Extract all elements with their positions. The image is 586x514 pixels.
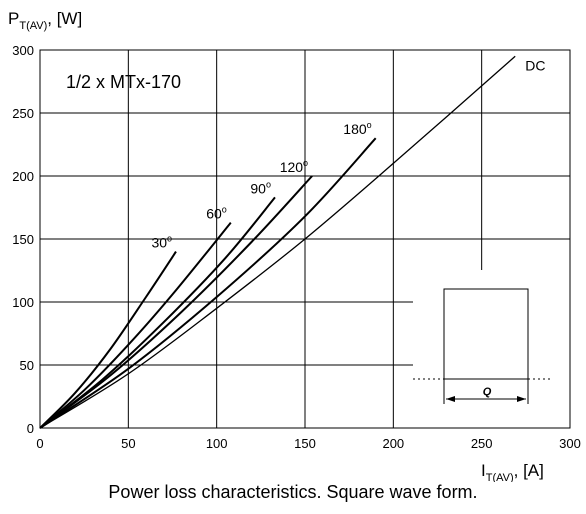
curve-180 xyxy=(39,137,377,429)
curve-label-degree: o xyxy=(266,179,271,189)
figure-caption: Power loss characteristics. Square wave … xyxy=(108,482,478,502)
inset-background xyxy=(413,270,570,428)
tick-labels: 0 50 100 150 200 250 300 0 50 100 150 200 250 300 xyxy=(12,43,581,451)
x-tick-label: 50 xyxy=(121,436,135,451)
curve-60 xyxy=(39,221,232,429)
x-tick-label: 200 xyxy=(382,436,404,451)
x-axis-label: IT(AV), [A] xyxy=(481,461,544,482)
curve-dc xyxy=(39,55,516,429)
y-tick-label: 50 xyxy=(20,358,34,373)
x-tick-label: 300 xyxy=(559,436,581,451)
curve-label-60: 60o xyxy=(206,205,227,222)
curve-label-degree: o xyxy=(222,205,227,215)
x-tick-label: 250 xyxy=(471,436,493,451)
curve-label-value: 90 xyxy=(250,180,266,196)
inset-arrow-left xyxy=(446,396,455,402)
curve-label-degree: o xyxy=(367,120,372,130)
x-tick-label: 0 xyxy=(36,436,43,451)
x-axis-label-unit: , [A] xyxy=(514,461,544,480)
curve-label-120: 120o xyxy=(280,158,308,175)
y-axis-label-sub: T(AV) xyxy=(19,20,47,32)
inset-pulse xyxy=(443,288,529,380)
y-tick-label: 150 xyxy=(12,232,34,247)
curve-label-value: 120 xyxy=(280,159,304,175)
y-tick-label: 0 xyxy=(27,421,34,436)
model-annotation: 1/2 x MTx-170 xyxy=(66,72,181,92)
x-tick-label: 100 xyxy=(206,436,228,451)
plot-frame xyxy=(39,49,571,429)
y-axis-label: PT(AV), [W] xyxy=(8,9,82,32)
curve-label-degree: o xyxy=(167,234,172,244)
curve-120 xyxy=(39,175,313,429)
curve-label-180: 180o xyxy=(343,120,371,137)
curve-label-90: 90o xyxy=(250,179,271,196)
x-tick-label: 150 xyxy=(294,436,316,451)
y-axis-label-unit: , [W] xyxy=(47,9,82,28)
inset-waveform-diagram: Q xyxy=(413,270,570,428)
inset-arrow-right xyxy=(517,396,526,402)
y-tick-label: 300 xyxy=(12,43,34,58)
inset-angle-label: Q xyxy=(483,386,492,398)
curve-label-value: 30 xyxy=(151,235,167,251)
curve-label-value: 60 xyxy=(206,206,222,222)
curve-30 xyxy=(39,251,177,429)
y-tick-label: 100 xyxy=(12,295,34,310)
curve-label-value: 180 xyxy=(343,121,367,137)
y-tick-label: 250 xyxy=(12,106,34,121)
x-axis-label-sub: T(AV) xyxy=(486,472,514,482)
curve-label-30: 30o xyxy=(151,234,172,251)
curve-label-degree: o xyxy=(303,158,308,168)
curve-label-value: DC xyxy=(525,57,545,73)
y-axis-label-main: P xyxy=(8,9,19,28)
y-tick-label: 200 xyxy=(12,169,34,184)
grid-lines xyxy=(40,50,570,428)
curve-label-dc: DC xyxy=(525,57,545,73)
x-axis-label-main: I xyxy=(481,461,486,480)
